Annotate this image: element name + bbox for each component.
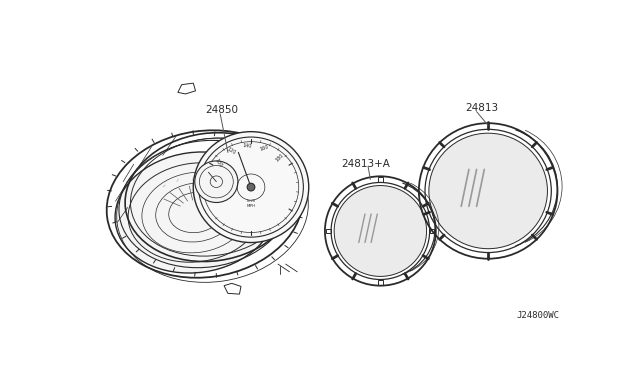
Text: 120: 120 — [226, 146, 236, 155]
Text: |: | — [191, 176, 193, 180]
Text: 24850: 24850 — [205, 105, 238, 115]
Text: MPH: MPH — [246, 204, 255, 208]
Text: 160: 160 — [259, 144, 270, 152]
Text: 140: 140 — [243, 143, 252, 148]
Text: |: | — [207, 179, 209, 183]
Ellipse shape — [429, 133, 547, 249]
Text: J24800WC: J24800WC — [516, 311, 559, 320]
Text: |: | — [175, 178, 179, 182]
Ellipse shape — [334, 186, 427, 276]
Text: 100: 100 — [214, 157, 223, 168]
Bar — [378, 280, 383, 285]
Text: |: | — [162, 184, 166, 188]
Ellipse shape — [195, 161, 238, 202]
Ellipse shape — [193, 132, 308, 243]
Text: 24813+A: 24813+A — [341, 159, 390, 169]
Text: |: | — [221, 185, 224, 189]
Bar — [429, 229, 435, 233]
Ellipse shape — [115, 152, 276, 273]
Text: km/h: km/h — [246, 199, 255, 203]
Bar — [378, 177, 383, 182]
Bar — [326, 229, 331, 233]
Text: 24813: 24813 — [465, 103, 498, 113]
Ellipse shape — [247, 183, 255, 191]
Text: 180: 180 — [274, 152, 284, 162]
